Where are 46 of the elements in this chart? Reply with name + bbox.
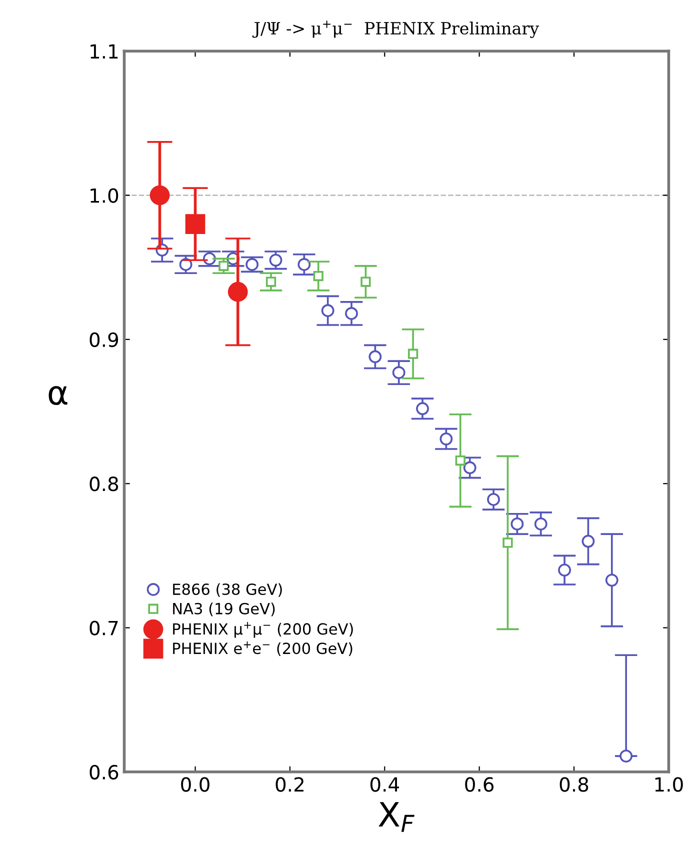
x-tick-label: 0.8 <box>560 777 588 792</box>
y-tick-label: 0.9 <box>90 332 118 348</box>
point <box>360 276 371 287</box>
point <box>269 254 282 267</box>
point <box>582 534 595 548</box>
point <box>246 258 259 271</box>
point <box>321 304 334 318</box>
point <box>605 574 618 587</box>
point <box>313 270 324 282</box>
point <box>345 307 358 320</box>
y-tick-label: 1.0 <box>90 188 118 203</box>
point <box>228 282 248 302</box>
point <box>620 750 633 763</box>
y-tick-label: 0.8 <box>90 476 118 492</box>
legend-label: NA3 (19 GeV) <box>173 602 275 616</box>
point <box>510 518 524 530</box>
y-tick-label: 0.7 <box>90 620 118 636</box>
x-tick-label: 0.4 <box>370 777 399 792</box>
x-tick-label: 0.0 <box>181 777 210 792</box>
point <box>502 538 513 548</box>
point <box>185 214 206 234</box>
point <box>534 518 548 530</box>
legend-label: E866 (38 GeV) <box>173 583 282 597</box>
point <box>416 402 429 416</box>
point <box>440 432 453 446</box>
legend-label: PHENIX μ$^{+}$μ$^{−}$ (200 GeV) <box>173 622 353 638</box>
point <box>408 348 418 359</box>
x-tick-label: 1.0 <box>655 777 683 792</box>
point <box>266 276 276 287</box>
x-tick-label: 0.6 <box>465 777 494 792</box>
y-tick-label: 1.1 <box>90 44 118 59</box>
chart-title: J/Ψ -> μ$^{+}$μ$^{−}$ PHENIX Preliminary <box>252 20 540 38</box>
point <box>392 366 406 380</box>
point <box>150 185 170 206</box>
y-tick-label: 0.6 <box>90 764 118 780</box>
point <box>558 564 571 577</box>
legend-label: PHENIX e$^{+}$e$^{−}$ (200 GeV) <box>173 641 352 656</box>
x-tick-label: 0.2 <box>276 777 304 792</box>
point <box>298 258 311 271</box>
point <box>487 492 500 506</box>
point <box>218 260 229 271</box>
x-axis-title: X$_{F}$ <box>378 802 414 832</box>
y-axis-title: α <box>48 386 68 405</box>
point <box>463 461 476 474</box>
point <box>368 350 382 364</box>
point <box>455 455 466 466</box>
